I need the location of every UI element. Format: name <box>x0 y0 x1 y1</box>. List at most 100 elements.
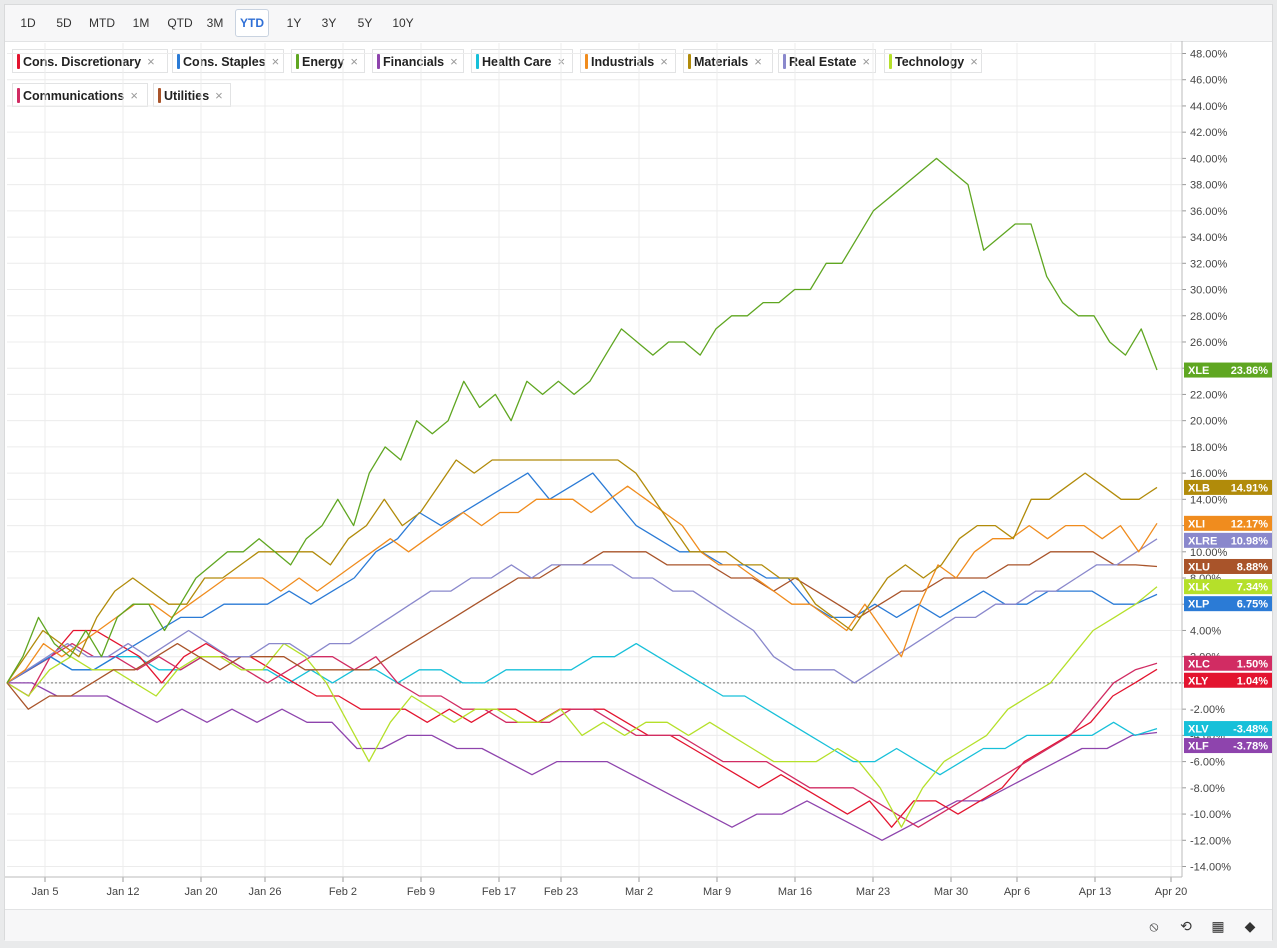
range-3m-button[interactable]: 3M <box>206 16 224 30</box>
end-badge-xly: XLY 1.04% <box>1184 672 1272 688</box>
range-3y-button[interactable]: 3Y <box>321 16 337 30</box>
legend-label: Real Estate <box>789 55 857 69</box>
y-tick-label: 40.00% <box>1190 153 1228 165</box>
y-tick-label: 20.00% <box>1190 416 1228 428</box>
remove-series-icon[interactable]: × <box>660 54 668 69</box>
badge-background <box>1184 362 1272 378</box>
chart-panel: 1D 5D MTD 1M QTD 3M YTD 1Y 3Y 5Y 10Y Cons. Discret… <box>4 4 1273 941</box>
x-tick-label: Feb 23 <box>544 886 578 898</box>
series-line-xlb <box>6 459 1158 684</box>
legend-label: Energy <box>302 55 345 69</box>
y-tick-label: 30.00% <box>1190 285 1228 297</box>
x-tick-label: Mar 2 <box>625 886 653 898</box>
hide-icon[interactable]: ⦸ <box>1149 918 1159 934</box>
y-tick-label: -10.00% <box>1190 809 1231 821</box>
badge-ticker: XLI <box>1188 518 1205 530</box>
grid-icon[interactable]: ▦ <box>1211 918 1225 934</box>
legend-swatch <box>17 88 20 103</box>
y-tick-label: 36.00% <box>1190 206 1228 218</box>
x-tick-label: Jan 20 <box>184 886 217 898</box>
chart-footer: ⦸ ⟲ ▦ ◆ <box>5 909 1272 941</box>
range-10y-button[interactable]: 10Y <box>392 16 414 30</box>
range-5d-button[interactable]: 5D <box>56 16 72 30</box>
badge-value: 7.34% <box>1237 582 1268 594</box>
end-badge-xlp: XLP 6.75% <box>1184 596 1272 612</box>
legend-swatch <box>377 54 380 69</box>
remove-series-icon[interactable]: × <box>350 54 358 69</box>
legend-label: Cons. Discretionary <box>23 55 142 69</box>
series-line-xle <box>6 157 1158 684</box>
legend-label: Cons. Staples <box>183 55 266 69</box>
badge-background <box>1184 579 1272 595</box>
x-tick-label: Mar 16 <box>778 886 812 898</box>
tags-icon[interactable]: ◆ <box>1244 918 1256 934</box>
y-tick-label: -14.00% <box>1190 862 1231 874</box>
legend-swatch <box>17 54 20 69</box>
x-tick-label: Apr 6 <box>1004 886 1030 898</box>
y-tick-label: -2.00% <box>1190 704 1225 716</box>
badge-value: 14.91% <box>1231 482 1269 494</box>
series-line-xly <box>6 629 1158 828</box>
legend-item-communications[interactable]: Communications × <box>12 83 148 107</box>
badge-value: 8.88% <box>1237 561 1268 573</box>
end-badge-xlk: XLK 7.34% <box>1184 579 1272 595</box>
badge-value: 12.17% <box>1231 518 1269 530</box>
end-badge-xli: XLI 12.17% <box>1184 515 1272 531</box>
remove-series-icon[interactable]: × <box>215 88 223 103</box>
badge-value: 10.98% <box>1231 535 1269 547</box>
remove-series-icon[interactable]: × <box>147 54 155 69</box>
badge-value: 23.86% <box>1231 365 1269 377</box>
x-tick-label: Mar 23 <box>856 886 890 898</box>
y-tick-label: -8.00% <box>1190 783 1225 795</box>
range-1d-button[interactable]: 1D <box>20 16 36 30</box>
badge-ticker: XLK <box>1188 582 1210 594</box>
legend-swatch <box>296 54 299 69</box>
x-tick-label: Mar 30 <box>934 886 968 898</box>
legend-label: Technology <box>895 55 965 69</box>
x-tick-label: Feb 9 <box>407 886 435 898</box>
remove-series-icon[interactable]: × <box>271 54 280 69</box>
legend-label: Utilities <box>164 89 210 103</box>
series-line-xlp <box>6 472 1158 684</box>
series-line-xlre <box>6 538 1158 684</box>
end-badge-xlv: XLV -3.48% <box>1184 721 1272 737</box>
reset-icon[interactable]: ⟲ <box>1180 918 1192 934</box>
remove-series-icon[interactable]: × <box>450 54 458 69</box>
end-badge-xlu: XLU 8.88% <box>1184 558 1272 574</box>
y-tick-label: 22.00% <box>1190 389 1228 401</box>
badge-background <box>1184 672 1272 688</box>
x-tick-label: Feb 17 <box>482 886 516 898</box>
legend-swatch <box>476 54 479 69</box>
legend-label: Financials <box>383 55 445 69</box>
remove-series-icon[interactable]: × <box>754 54 762 69</box>
range-1y-button[interactable]: 1Y <box>286 16 302 30</box>
end-badge-xlf: XLF -3.78% <box>1184 738 1272 754</box>
badge-ticker: XLU <box>1188 561 1210 573</box>
series-line-xlc <box>6 642 1158 828</box>
x-tick-label: Apr 20 <box>1155 886 1187 898</box>
x-tick-label: Jan 5 <box>32 886 59 898</box>
y-tick-label: -12.00% <box>1190 835 1231 847</box>
range-1m-button[interactable]: 1M <box>132 16 150 30</box>
legend-swatch <box>177 54 180 69</box>
x-tick-label: Apr 13 <box>1079 886 1111 898</box>
remove-series-icon[interactable]: × <box>970 54 978 69</box>
remove-series-icon[interactable]: × <box>862 54 870 69</box>
legend-swatch <box>688 54 691 69</box>
legend-item-utilities[interactable]: Utilities × <box>153 83 231 107</box>
y-tick-label: 38.00% <box>1190 180 1228 192</box>
x-tick-label: Jan 12 <box>106 886 139 898</box>
series-line-xlf <box>7 682 1158 841</box>
x-tick-label: Feb 2 <box>329 886 357 898</box>
y-tick-label: 18.00% <box>1190 442 1228 454</box>
series-line-xli <box>6 485 1158 684</box>
range-mtd-button[interactable]: MTD <box>89 16 115 30</box>
range-qtd-button[interactable]: QTD <box>167 16 193 30</box>
remove-series-icon[interactable]: × <box>130 88 138 103</box>
range-ytd-button[interactable]: YTD <box>235 9 269 37</box>
range-5y-button[interactable]: 5Y <box>357 16 373 30</box>
badge-ticker: XLE <box>1188 365 1209 377</box>
y-tick-label: 34.00% <box>1190 232 1228 244</box>
y-tick-label: 44.00% <box>1190 101 1228 113</box>
series-line-xlk <box>6 586 1158 828</box>
